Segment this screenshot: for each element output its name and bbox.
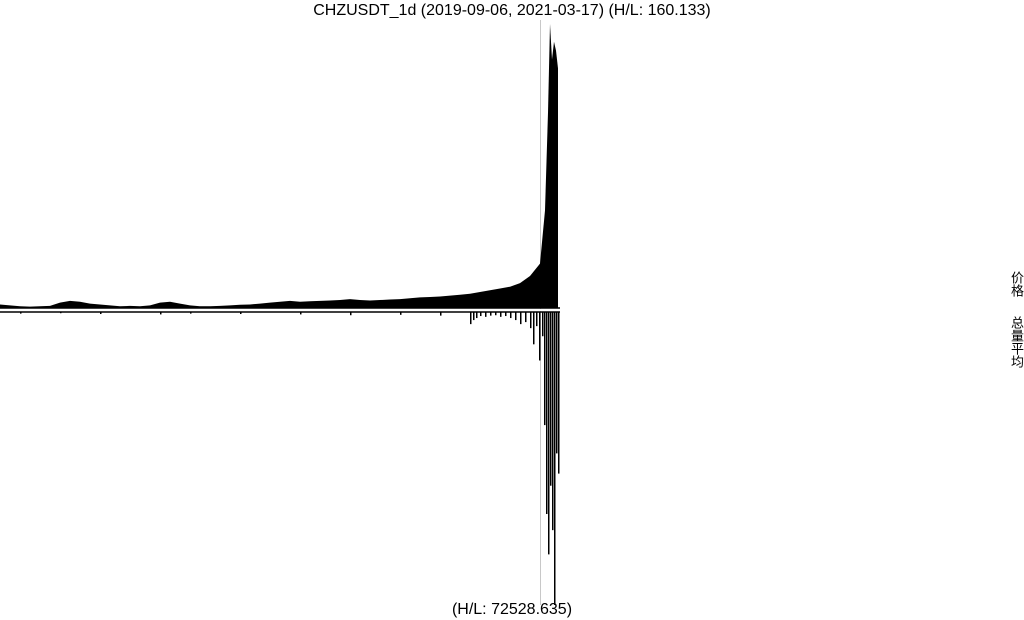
- price-area-segment: [430, 296, 440, 308]
- volume-bar: [495, 312, 497, 316]
- price-area-segment: [470, 292, 480, 308]
- price-area-segment: [510, 283, 520, 308]
- volume-bar: [505, 312, 507, 317]
- chart-title: CHZUSDT_1d (2019-09-06, 2021-03-17) (H/L…: [313, 2, 711, 19]
- price-area-segment: [460, 293, 470, 308]
- price-series: [0, 24, 560, 309]
- volume-bar: [539, 312, 541, 361]
- volume-bar: [480, 312, 482, 317]
- price-area-segment: [80, 301, 90, 308]
- price-area-segment: [300, 301, 310, 308]
- volume-bar: [525, 312, 527, 323]
- price-area-segment: [0, 304, 10, 308]
- volume-bar: [160, 312, 162, 315]
- volume-bar: [473, 312, 475, 321]
- price-area-segment: [440, 295, 450, 308]
- volume-bar: [60, 312, 62, 314]
- price-area-segment: [520, 276, 530, 308]
- volume-bar: [546, 312, 548, 514]
- volume-bar: [556, 312, 558, 454]
- price-area-segment: [548, 24, 550, 308]
- volume-bar: [530, 312, 532, 329]
- price-area-segment: [240, 304, 250, 308]
- price-area-segment: [290, 300, 300, 308]
- price-area-segment: [500, 286, 510, 308]
- price-area-segment: [250, 303, 260, 308]
- volume-bar: [558, 312, 560, 474]
- price-area-segment: [380, 299, 390, 308]
- volume-bar: [542, 312, 544, 337]
- price-area-segment: [100, 304, 110, 308]
- volume-bar: [490, 312, 492, 316]
- volume-hl-label: (H/L: 72528.635): [451, 601, 573, 618]
- price-area-segment: [280, 300, 290, 308]
- volume-bar: [476, 312, 478, 319]
- price-area-segment: [360, 300, 370, 308]
- price-area-segment: [400, 298, 410, 308]
- price-area-segment: [350, 299, 360, 308]
- volume-axis-label: 总量平均: [1008, 316, 1023, 368]
- price-area-segment: [480, 290, 490, 308]
- volume-bar: [550, 312, 552, 486]
- price-axis-label: 价格: [1008, 271, 1023, 297]
- price-area-segment: [540, 210, 545, 308]
- price-area-segment: [90, 303, 100, 308]
- price-area-segment: [150, 302, 160, 308]
- price-area-segment: [180, 303, 190, 308]
- volume-bar: [548, 312, 550, 555]
- volume-series: [0, 311, 560, 605]
- volume-bar: [536, 312, 538, 327]
- price-area-segment: [330, 300, 340, 308]
- price-area-segment: [50, 302, 60, 308]
- volume-bar: [554, 312, 556, 605]
- volume-bar: [20, 312, 22, 314]
- volume-bar: [544, 312, 546, 426]
- price-area-segment: [260, 302, 270, 308]
- price-area-segment: [556, 50, 558, 308]
- price-area-segment: [390, 299, 400, 308]
- price-area-segment: [60, 300, 70, 308]
- volume-bar: [533, 312, 535, 345]
- volume-bar: [470, 312, 472, 325]
- price-area-segment: [320, 300, 330, 308]
- volume-bar: [440, 312, 442, 316]
- price-area-segment: [370, 300, 380, 308]
- price-area-segment: [340, 299, 350, 308]
- price-area-segment: [270, 301, 280, 308]
- price-area-segment: [410, 297, 420, 308]
- volume-bar: [190, 312, 192, 314]
- price-area-segment: [310, 300, 320, 308]
- price-area-segment: [170, 301, 180, 308]
- price-area-segment: [70, 300, 80, 308]
- volume-bar: [515, 312, 517, 321]
- volume-bar: [350, 312, 352, 316]
- volume-bar: [300, 312, 302, 315]
- volume-bar: [552, 312, 554, 531]
- volume-bar: [485, 312, 487, 317]
- volume-bar: [400, 312, 402, 315]
- price-area-segment: [490, 288, 500, 308]
- price-area-segment: [554, 41, 556, 308]
- price-area-segment: [420, 296, 430, 308]
- price-area-segment: [230, 304, 240, 308]
- price-area-segment: [160, 301, 170, 308]
- volume-bar: [520, 312, 522, 325]
- price-area-segment: [550, 24, 552, 308]
- price-area-segment: [545, 112, 548, 308]
- volume-bar: [510, 312, 512, 319]
- volume-bar: [500, 312, 502, 317]
- price-area-segment: [450, 294, 460, 308]
- price-area-segment: [530, 263, 540, 308]
- volume-bar: [240, 312, 242, 315]
- volume-bar: [100, 312, 102, 315]
- price-area-segment: [552, 41, 554, 308]
